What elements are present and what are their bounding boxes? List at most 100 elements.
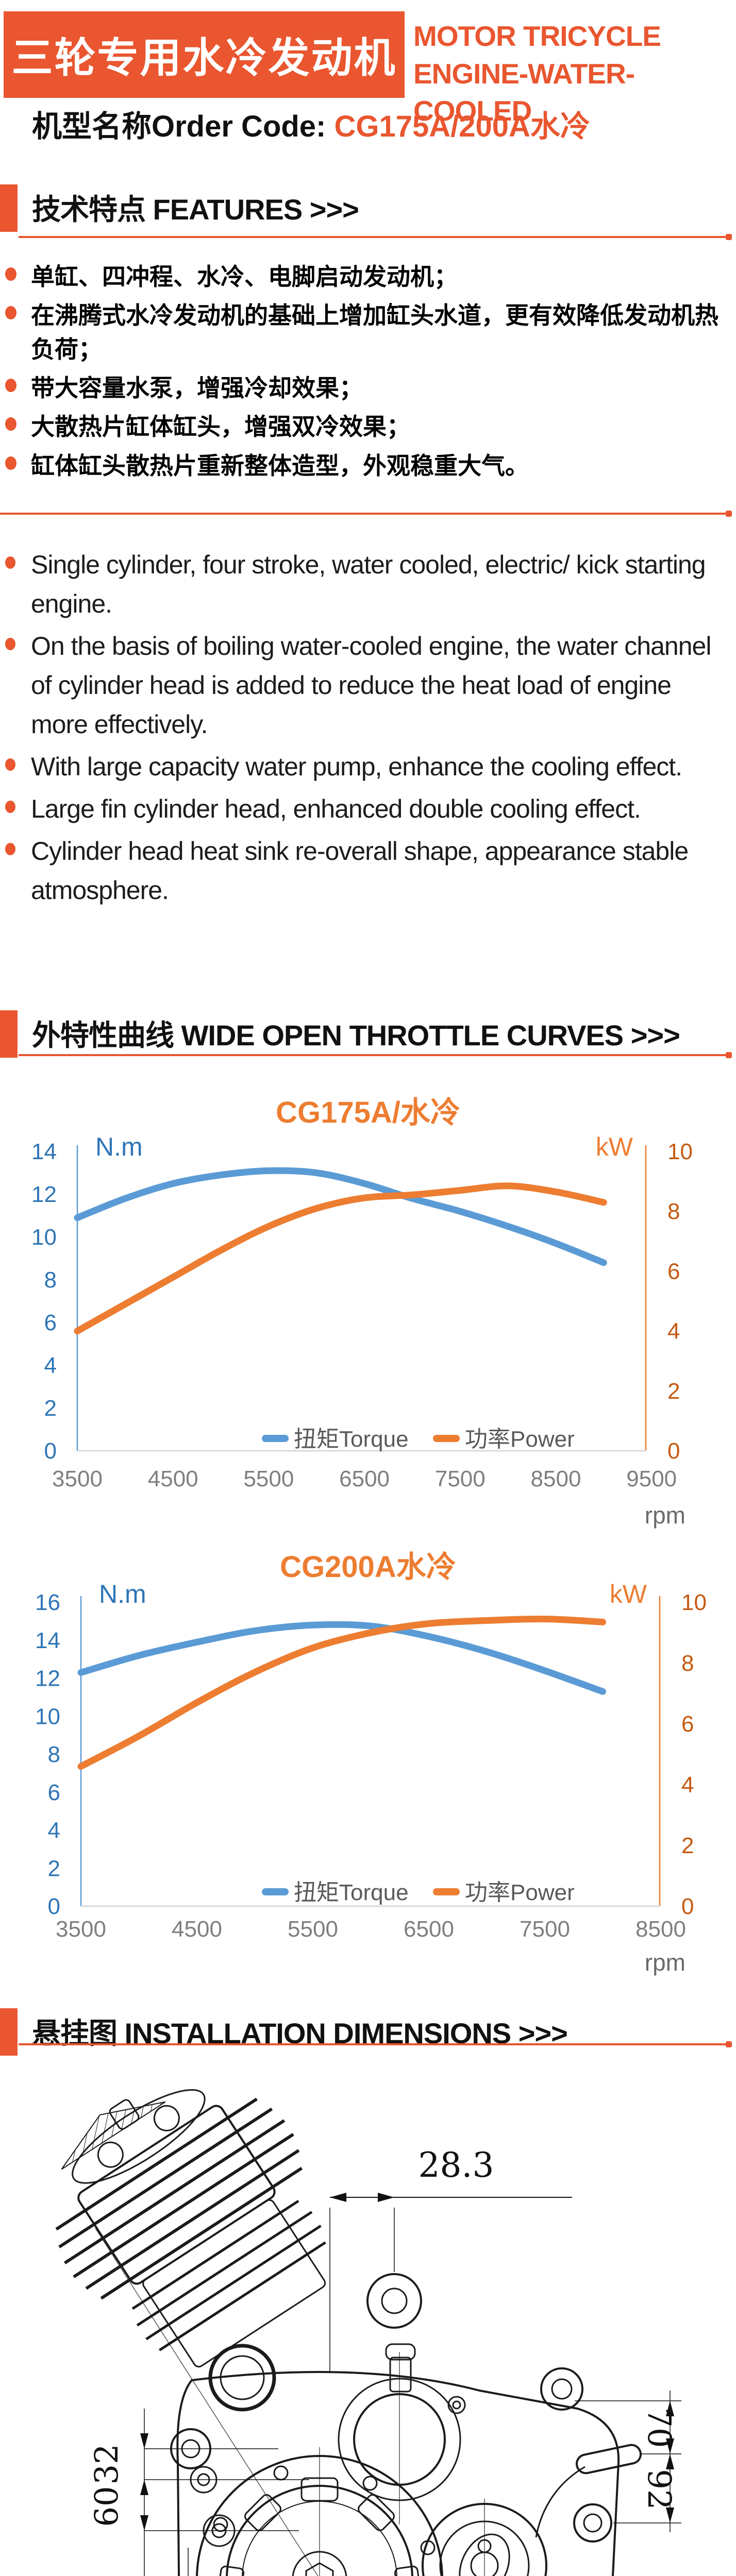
list-item: 大散热片缸体缸头，增强双冷效果； [4,410,730,444]
x-axis-tick: 5500 [288,1917,338,1942]
right-axis-tick: 0 [667,1438,680,1464]
legend-swatch [262,1435,289,1442]
order-code-label: 机型名称Order Code: [32,110,334,143]
features-list-cn: 单缸、四冲程、水冷、电脚启动发动机； 在沸腾式水冷发动机的基础上增加缸头水道，更… [4,260,730,488]
list-item: On the basis of boiling water-cooled eng… [4,626,726,744]
left-axis-tick: 10 [35,1704,60,1729]
section-accent-bar [0,184,18,232]
list-item: 缸体缸头散热片重新整体造型，外观稳重大气。 [4,449,730,483]
section-title: 外特性曲线 WIDE OPEN THROTTLE CURVES >>> [32,1019,680,1052]
x-axis-tick: 7500 [435,1466,486,1492]
legend-swatch [433,1888,460,1895]
dim-label-left-upper: 32 [88,2444,125,2485]
x-axis-tick: 4500 [148,1466,198,1492]
section-header-features: 技术特点 FEATURES >>> [0,181,736,238]
x-axis-unit: rpm [645,1502,685,1529]
torque-power-chart-cg200a: CG200A水冷 N.m kW 0 2 4 6 8 10 12 14 16 0 2 4 6 8 10 3500 450… [0,1538,736,1991]
left-axis-tick: 0 [48,1894,60,1919]
divider-endcap [726,511,732,517]
legend-label: 功率Power [465,1427,575,1452]
left-axis-tick: 2 [44,1396,57,1421]
x-axis-tick: 9500 [626,1466,677,1492]
left-axis-tick: 6 [48,1780,60,1805]
right-axis-tick: 8 [667,1199,680,1224]
left-axis-tick: 14 [31,1139,57,1164]
legend-swatch [433,1435,460,1442]
dim-label-right-lower: 92 [641,2469,678,2510]
features-list-en: Single cylinder, four stroke, water cool… [4,545,726,913]
list-item-text: With large capacity water pump, enhance … [31,752,682,781]
mount-hole [366,2273,422,2329]
dim-label-top: 28.3 [419,2145,494,2185]
right-axis-tick: 10 [667,1139,693,1164]
right-axis-tick: 4 [681,1772,694,1798]
list-item: 单缸、四冲程、水冷、电脚启动发动机； [4,260,730,294]
list-item-text: Cylinder head heat sink re-overall shape… [31,837,689,905]
legend-label: 扭矩Torque [294,1427,409,1452]
torque-power-chart-cg175a: CG175A/水冷 N.m kW 0 2 4 6 8 10 12 14 0 2 4 6 8 10 3500 4500… [0,1079,736,1540]
list-item: Large fin cylinder head, enhanced double… [4,789,726,828]
engine-installation-diagram: 28.3 32 60 70 92 [55,2089,681,2576]
left-axis-tick: 14 [35,1628,60,1653]
kick-pedal [535,2444,642,2538]
left-axis-tick: 2 [48,1856,60,1881]
section-header-curves: 外特性曲线 WIDE OPEN THROTTLE CURVES >>> [0,1007,736,1064]
left-axis-tick: 4 [44,1353,57,1378]
left-axis-tick: 4 [48,1818,60,1843]
list-item: With large capacity water pump, enhance … [4,747,726,786]
dim-label-left-lower: 60 [88,2486,125,2527]
list-item-text: 缸体缸头散热片重新整体造型，外观稳重大气。 [31,452,529,479]
bullet-dot-icon [5,456,16,470]
section-divider [19,1052,732,1058]
left-axis-tick: 12 [35,1666,60,1691]
x-axis-tick: 8500 [635,1917,686,1942]
right-axis-unit: kW [596,1132,633,1161]
bullet-dot-icon [5,843,15,855]
list-item-text: 大散热片缸体缸头，增强双冷效果； [31,413,410,440]
x-axis-tick: 6500 [339,1466,390,1492]
x-axis-tick: 3500 [52,1466,103,1492]
brand-title-en-line1: MOTOR TRICYCLE [413,20,661,52]
magneto-pads [216,2477,422,2576]
legend-label: 功率Power [465,1880,575,1905]
legend-label: 扭矩Torque [294,1880,409,1905]
divider-endcap [726,1052,732,1058]
right-axis-tick: 4 [667,1319,680,1344]
section-accent-bar [0,1010,18,1058]
dim-label-right-upper: 70 [641,2408,678,2448]
left-axis-unit: N.m [95,1132,143,1161]
section-title: 技术特点 FEATURES >>> [32,193,359,226]
divider-endcap [726,2041,732,2047]
left-axis-tick: 12 [31,1182,57,1207]
bullet-dot-icon [5,378,16,392]
right-axis-tick: 6 [681,1711,694,1737]
bullet-dot-icon [5,801,15,813]
right-axis-tick: 2 [681,1833,694,1858]
brand-title-cn: 三轮专用水冷发动机 [11,35,397,81]
left-axis-tick: 6 [44,1310,57,1335]
series-torque [74,1167,607,1266]
list-item-text: 在沸腾式水冷发动机的基础上增加缸头水道，更有效降低发动机热负荷； [31,302,718,363]
bullet-dot-icon [5,306,16,320]
brand-title-en: MOTOR TRICYCLE ENGINE-WATER-COOLED [413,18,736,130]
section-accent-bar [0,2008,18,2056]
list-item-text: Large fin cylinder head, enhanced double… [31,794,641,823]
bullet-dot-icon [5,267,16,281]
list-item-text: On the basis of boiling water-cooled eng… [31,632,711,739]
section-divider [0,511,732,517]
right-axis-tick: 2 [667,1379,680,1404]
section-header-dimensions: 悬挂图 INSTALLATION DIMENSIONS >>> [0,2005,736,2062]
list-item-text: 带大容量水泵，增强冷却效果； [31,374,363,401]
chart-title: CG200A水冷 [280,1550,456,1584]
brand-banner: 三轮专用水冷发动机 [4,11,405,98]
list-item-text: 单缸、四冲程、水冷、电脚启动发动机； [31,263,458,290]
x-axis-unit: rpm [645,1949,685,1976]
series-power [74,1182,607,1335]
left-axis-tick: 0 [44,1438,57,1464]
legend-swatch [262,1888,289,1895]
section-divider [19,2041,732,2047]
bullet-dot-icon [5,556,15,569]
bullet-dot-icon [5,758,15,771]
list-item: Single cylinder, four stroke, water cool… [4,545,726,623]
chart-svg: CG200A水冷 N.m kW 0 2 4 6 8 10 12 14 16 0 2 4 6 8 10 3500 450… [35,1550,707,1976]
